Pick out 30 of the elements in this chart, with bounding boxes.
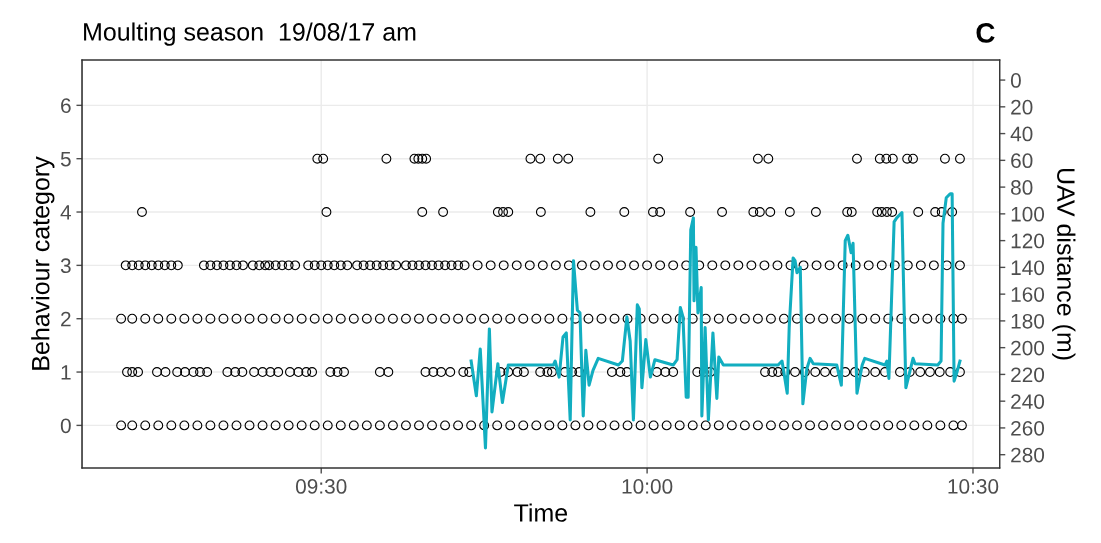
y2-tick-label: 280 — [1011, 447, 1045, 463]
y-tick-label: 6 — [61, 98, 71, 114]
y-tick-label: 2 — [61, 311, 71, 327]
chart-title: Moulting season 19/08/17 am — [84, 22, 416, 46]
x-tick-label: 10:30 — [948, 479, 999, 494]
y-axis-title: Behaviour category — [31, 156, 55, 370]
y2-tick-label: 200 — [1011, 340, 1045, 356]
y2-tick-label: 140 — [1011, 260, 1045, 276]
y2-tick-label: 240 — [1011, 394, 1045, 409]
y-tick-label: 3 — [60, 258, 71, 274]
y-tick-label: 1 — [61, 365, 71, 380]
y2-tick-label: 260 — [1011, 420, 1045, 436]
text: C — [976, 23, 995, 43]
x-axis-title: Time — [514, 503, 568, 522]
y2-tick-label: 100 — [1011, 206, 1045, 222]
y2-tick-label: 180 — [1011, 313, 1045, 329]
y2-tick-label: 20 — [1011, 99, 1033, 115]
y2-tick-label: 160 — [1011, 287, 1045, 302]
y2-tick-label: 40 — [1010, 126, 1033, 142]
y-tick-label: 0 — [60, 418, 71, 434]
x-tick-label: 10:00 — [622, 479, 673, 494]
y-tick-label: 5 — [60, 151, 71, 167]
y2-axis-title: UAV distance (m) — [1052, 168, 1076, 360]
y2-tick-label: 0 — [1010, 73, 1021, 88]
y2-tick-label: 220 — [1011, 367, 1045, 383]
y2-tick-label: 80 — [1011, 180, 1033, 195]
y-tick-label: 4 — [60, 205, 71, 220]
y2-tick-label: 60 — [1011, 153, 1033, 169]
x-tick-label: 09:30 — [295, 479, 347, 494]
y2-tick-label: 120 — [1011, 233, 1045, 249]
